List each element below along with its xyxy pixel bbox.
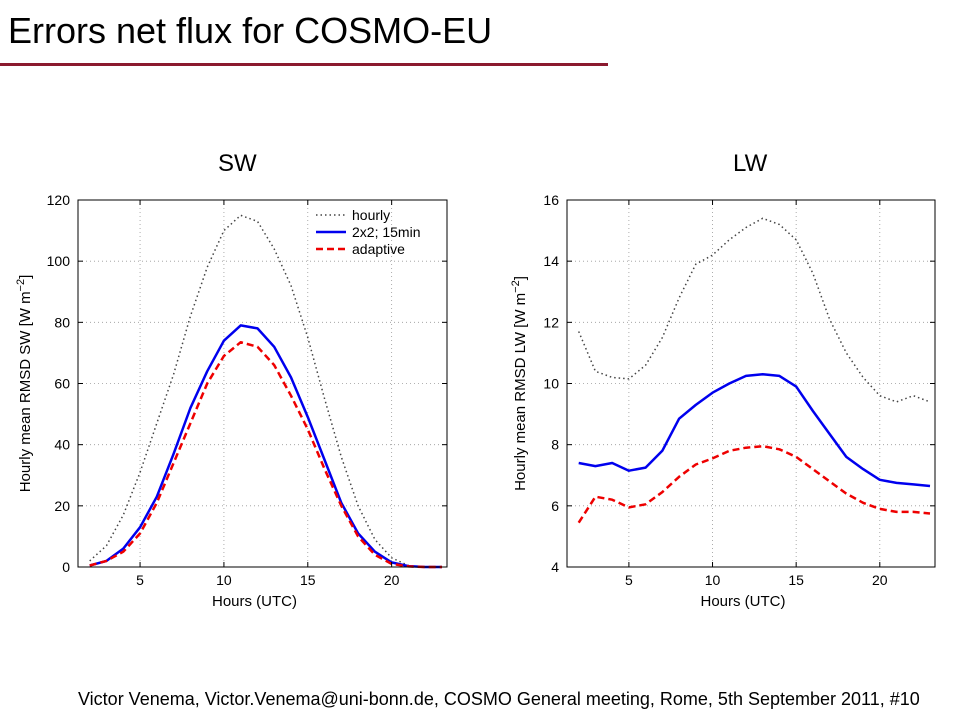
sw-chart: 5 10 15 20 0 20 40 60 80 100 120 Hours (UTC) Hourly … xyxy=(15,192,448,610)
lw-xtick-label: 5 xyxy=(625,572,633,588)
lw-chart: 5 10 15 20 4 6 8 10 12 14 16 Hours (UTC) Hourly mean… xyxy=(510,192,936,610)
lw-series-hourly xyxy=(578,217,931,403)
lw-ytick-label: 12 xyxy=(543,314,559,330)
sw-series-2x2-15min xyxy=(89,324,442,569)
sw-ytick-label: 20 xyxy=(54,498,70,514)
lw-xtick-label: 15 xyxy=(788,572,804,588)
lw-series-2x2-15min xyxy=(578,373,931,488)
sw-xtick-label: 10 xyxy=(216,572,232,588)
sw-ytick-label: 100 xyxy=(47,253,71,269)
title-rule xyxy=(0,63,608,66)
sw-xtick-label: 5 xyxy=(136,572,144,588)
lw-ylabel: Hourly mean RMSD LW [W m−2] xyxy=(510,276,529,491)
lw-ytick-label: 6 xyxy=(551,498,559,514)
sw-legend-label: hourly xyxy=(352,207,390,223)
sw-xtick-label: 15 xyxy=(300,572,316,588)
sw-legend-label: adaptive xyxy=(352,241,405,257)
lw-ytick-label: 16 xyxy=(543,192,559,208)
lw-ytick-label: 8 xyxy=(551,437,559,453)
sw-series-adaptive xyxy=(89,340,442,569)
sw-ylabel: Hourly mean RMSD SW [W m−2] xyxy=(15,275,34,493)
lw-panel-title: LW xyxy=(733,150,768,177)
lw-xtick-label: 20 xyxy=(872,572,888,588)
slide-footer: Victor Venema, Victor.Venema@uni-bonn.de… xyxy=(78,689,920,709)
lw-series-adaptive xyxy=(577,444,931,524)
lw-ytick-label: 14 xyxy=(543,253,559,269)
sw-ytick-label: 80 xyxy=(54,314,70,330)
sw-xtick-label: 20 xyxy=(384,572,400,588)
sw-ytick-label: 0 xyxy=(62,559,70,575)
sw-ytick-label: 120 xyxy=(47,192,71,208)
lw-ytick-label: 10 xyxy=(543,376,559,392)
lw-xtick-label: 10 xyxy=(705,572,721,588)
lw-xlabel: Hours (UTC) xyxy=(701,593,786,610)
sw-legend-label: 2x2; 15min xyxy=(352,224,420,240)
sw-ytick-label: 40 xyxy=(54,437,70,453)
lw-ytick-label: 4 xyxy=(551,559,559,575)
sw-ytick-label: 60 xyxy=(54,376,70,392)
sw-series-hourly xyxy=(89,214,442,568)
slide-title: Errors net flux for COSMO-EU xyxy=(8,10,493,51)
sw-panel-title: SW xyxy=(218,150,257,177)
sw-xlabel: Hours (UTC) xyxy=(212,593,297,610)
